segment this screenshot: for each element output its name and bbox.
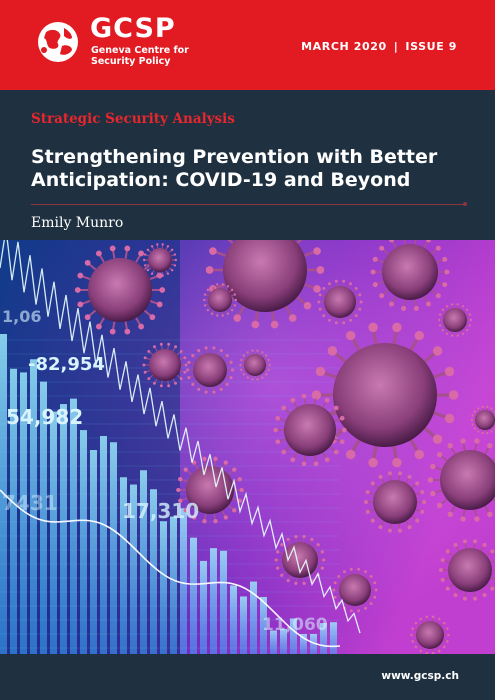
image-number-5: 7431	[2, 491, 58, 515]
virus-icon	[427, 438, 495, 522]
chart-bar	[190, 537, 197, 654]
image-number-4: 11,060	[262, 615, 328, 635]
chart-bar	[160, 521, 167, 654]
cover-illustration: -82,954 54,982 17,310 11,060 7431 1,06	[0, 240, 495, 654]
virus-icon	[470, 405, 495, 435]
virus-icon	[202, 283, 238, 317]
chart-bar	[70, 398, 77, 654]
logo-subtitle-line1: Geneva Centre for	[91, 45, 189, 56]
chart-bar	[260, 596, 267, 654]
chart-bar	[90, 450, 97, 654]
chart-bar	[240, 596, 247, 654]
logo-subtitle: Geneva Centre for Security Policy	[91, 45, 189, 67]
chart-bar	[60, 404, 67, 654]
image-number-3: 17,310	[122, 499, 199, 523]
virus-icon	[239, 349, 271, 381]
chart-bar	[320, 623, 327, 654]
chart-bar	[250, 581, 257, 654]
virus-icon	[142, 342, 188, 388]
divider-dot	[463, 202, 467, 206]
virus-icon	[437, 303, 473, 337]
title-line-1: Strengthening Prevention with Better	[31, 146, 438, 168]
chart-bar	[20, 372, 27, 654]
author-name: Emily Munro	[31, 215, 124, 231]
chart-bar	[140, 470, 147, 654]
document-title: Strengthening Prevention with Better Ant…	[31, 146, 471, 192]
chart-bar	[270, 630, 277, 654]
virus-icon	[74, 245, 166, 335]
chart-bar	[50, 411, 57, 654]
virus-icon	[205, 240, 325, 329]
virus-icon	[317, 279, 363, 325]
image-number-1: -82,954	[28, 354, 105, 375]
series-label: Strategic Security Analysis	[31, 111, 235, 127]
issue-separator: |	[393, 40, 399, 53]
chart-bar	[230, 585, 237, 654]
logo-title: GCSP	[90, 13, 176, 44]
chart-bar	[150, 489, 157, 654]
chart-bar	[80, 430, 87, 654]
image-number-6: 1,06	[2, 307, 41, 326]
virus-icon	[370, 240, 450, 311]
issue-date: MARCH 2020	[301, 40, 387, 53]
chart-bar	[40, 381, 47, 654]
title-line-2: Anticipation: COVID-19 and Beyond	[31, 169, 411, 191]
virus-icon	[273, 393, 347, 467]
chart-bar	[330, 622, 337, 654]
chart-bar	[30, 359, 37, 654]
chart-bar	[10, 368, 17, 654]
virus-icon	[332, 567, 378, 613]
chart-bar	[200, 560, 207, 654]
issue-info: MARCH 2020 | ISSUE 9	[301, 40, 457, 53]
chart-bar	[100, 435, 107, 654]
chart-bar	[170, 516, 177, 654]
header-banner: GCSP Geneva Centre for Security Policy M…	[0, 0, 495, 90]
virus-icon	[186, 346, 234, 394]
globe-logo-icon	[38, 22, 78, 62]
issue-number: ISSUE 9	[405, 40, 457, 53]
chart-bar	[110, 442, 117, 654]
footer	[0, 654, 495, 700]
title-divider	[31, 204, 465, 205]
chart-bar	[310, 634, 317, 654]
chart-bar	[180, 508, 187, 654]
virus-icon	[410, 615, 450, 654]
website-link[interactable]: www.gcsp.ch	[381, 670, 459, 682]
chart-bar	[300, 634, 307, 654]
logo-subtitle-line2: Security Policy	[91, 56, 171, 67]
chart-bar	[130, 484, 137, 654]
image-number-2: 54,982	[6, 405, 83, 429]
virus-icon	[363, 471, 427, 533]
cover-image: -82,954 54,982 17,310 11,060 7431 1,06	[0, 240, 495, 654]
chart-bar	[280, 629, 287, 654]
chart-bar	[220, 550, 227, 654]
chart-bar	[210, 548, 217, 654]
virus-icon	[438, 539, 495, 601]
virus-icon	[142, 243, 178, 277]
virus-icon	[176, 456, 244, 524]
chart-bar	[120, 477, 127, 654]
chart-bar	[290, 618, 297, 654]
